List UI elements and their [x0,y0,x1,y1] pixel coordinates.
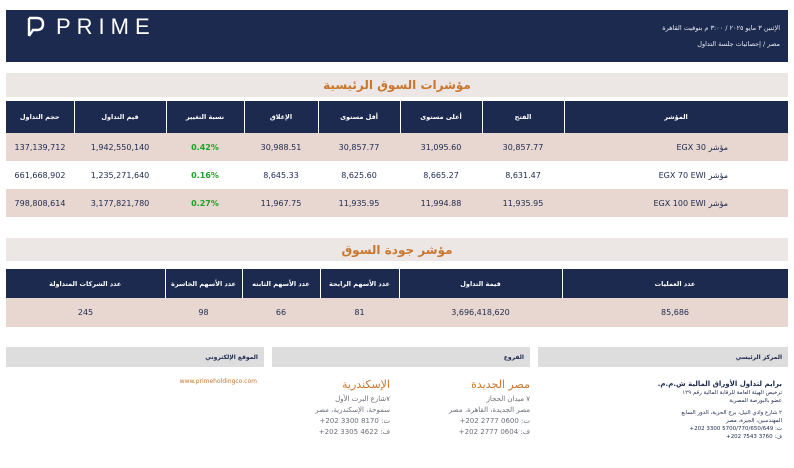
main-indices-header: حجم التداول قيم التداول نسبة التغيير الإ… [6,101,789,133]
cell-high: 31,095.60 [400,133,482,161]
branch-alexandria: الإسكندرية ٧شارع البرت الأول سموحة، الإس… [315,378,390,438]
cell-value: 1,942,550,140 [74,133,166,161]
col-value: قيم التداول [74,101,167,133]
hq-label: المركز الرئيسي [735,353,782,361]
branch-phone: ت: 0600 2777 202+ [459,417,530,425]
branch-heliopolis: مصر الجديدة ٧ ميدان الحجاز مصر الجديدة، … [449,378,530,438]
cell-low: 11,935.95 [318,189,400,217]
cell-volume: 137,139,712 [6,133,74,161]
cell-open: 11,935.95 [482,189,564,217]
cell-open: 8,631.47 [482,161,564,189]
cell-index-name: مؤشر EGX 30 [564,133,788,161]
hq-address: المهندسين، الجيزة، مصر [725,418,782,424]
cell-index-name: مؤشر EGX 100 EWI [564,189,788,217]
branch-fax: ف: 4622 3305 202+ [318,428,390,436]
col-volume: حجم التداول [6,101,75,133]
cell-change: 0.16% [166,161,244,189]
branch-fax: ف: 0604 2777 202+ [458,428,530,436]
branch-address: ٧شارع البرت الأول [335,395,390,403]
branch-address: ٧ ميدان الحجاز [486,395,530,403]
cell-high: 11,994.88 [400,189,482,217]
hq-fax: ف: 3760 7543 202+ [726,434,782,440]
branch-address: مصر الجديدة، القاهرة، مصر [448,406,530,414]
col-high: أعلى مستوى [400,101,483,133]
col-close: الإغلاق [244,101,319,133]
cell-companies: 245 [6,298,165,327]
branch-phone: ت: 8170 3300 202+ [319,417,390,425]
footer-branches-bar: الفروع [272,347,530,367]
market-quality-header: عدد الشركات المتداولة عدد الأسهم الخاسرة… [6,269,789,298]
market-quality-table: عدد الشركات المتداولة عدد الأسهم الخاسرة… [6,269,789,327]
report-date: الإثنين ٣ مايو ٢٠٢٥ / ٣:٠٠ م بتوقيت القا… [662,24,780,32]
branch-address: سموحة، الإسكندرية، مصر [315,406,390,414]
col-trade-value: قيمة التداول [399,269,563,298]
cell-open: 30,857.77 [482,133,564,161]
website-link[interactable]: www.primeholdingco.com [179,378,257,385]
market-quality-bar: مؤشر جودة السوق [6,238,788,261]
cell-low: 8,625.60 [318,161,400,189]
col-companies: عدد الشركات المتداولة [6,269,166,298]
branch-city: مصر الجديدة [471,378,530,391]
cell-change: 0.42% [166,133,244,161]
col-unchanged: عدد الأسهم الثابته [242,269,321,298]
footer-website-bar: الموقع الإلكتروني [6,347,264,367]
cell-transactions: 85,686 [562,298,788,327]
main-indices-table: حجم التداول قيم التداول نسبة التغيير الإ… [6,101,789,217]
branch-city: الإسكندرية [342,378,390,391]
branches-label: الفروع [503,353,524,361]
cell-value: 1,235,271,640 [74,161,166,189]
report-subtitle: مصر / إحصائيات جلسة التداول [697,40,780,48]
brand-name: PRIME [56,14,156,39]
hq-license: ترخيص الهيئة العامة للرقابة المالية رقم … [682,390,782,396]
hq-address-block: برايم لتداول الأوراق المالية ش.م.م. ترخي… [658,380,782,441]
cell-low: 30,857.77 [318,133,400,161]
col-gainers: عدد الأسهم الرابحة [320,269,400,298]
cell-close: 8,645.33 [244,161,318,189]
footer-hq-bar: المركز الرئيسي [538,347,788,367]
table-row: 137,139,712 1,942,550,140 0.42% 30,988.5… [6,133,788,161]
brand-logo: PRIME [26,14,156,39]
col-index: المؤشر [564,101,789,133]
header-banner [6,10,788,62]
hq-company-name: برايم لتداول الأوراق المالية ش.م.م. [657,380,782,388]
prime-logo-icon [27,16,45,37]
cell-close: 11,967.75 [244,189,318,217]
cell-index-name: مؤشر EGX 70 EWI [564,161,788,189]
col-transactions: عدد العمليات [562,269,789,298]
table-row: 798,808,614 3,177,821,780 0.27% 11,967.7… [6,189,788,217]
cell-volume: 661,668,902 [6,161,74,189]
cell-close: 30,988.51 [244,133,318,161]
table-row: 661,668,902 1,235,271,640 0.16% 8,645.33… [6,161,788,189]
hq-phone: ت: 5700/770/650/649 3300 202+ [689,426,782,432]
table-row: 245 98 66 81 3,696,418,620 85,686 [6,298,788,327]
cell-value: 3,177,821,780 [74,189,166,217]
main-indices-title: مؤشرات السوق الرئيسية [323,78,471,92]
col-open: الفتح [482,101,565,133]
hq-membership: عضو بالبورصة المصرية [729,398,782,404]
cell-change: 0.27% [166,189,244,217]
market-quality-title: مؤشر جودة السوق [341,242,453,257]
cell-gainers: 81 [320,298,399,327]
hq-address: ٢ شارع وادي النيل، برج الحرية، الدور الس… [681,410,782,416]
col-losers: عدد الأسهم الخاسرة [165,269,243,298]
cell-losers: 98 [165,298,242,327]
cell-high: 8,665.27 [400,161,482,189]
main-indices-bar: مؤشرات السوق الرئيسية [6,73,788,97]
cell-unchanged: 66 [242,298,320,327]
cell-trade-value: 3,696,418,620 [399,298,562,327]
website-label: الموقع الإلكتروني [205,353,258,361]
col-change: نسبة التغيير [166,101,245,133]
col-low: أقل مستوى [318,101,401,133]
cell-volume: 798,808,614 [6,189,74,217]
